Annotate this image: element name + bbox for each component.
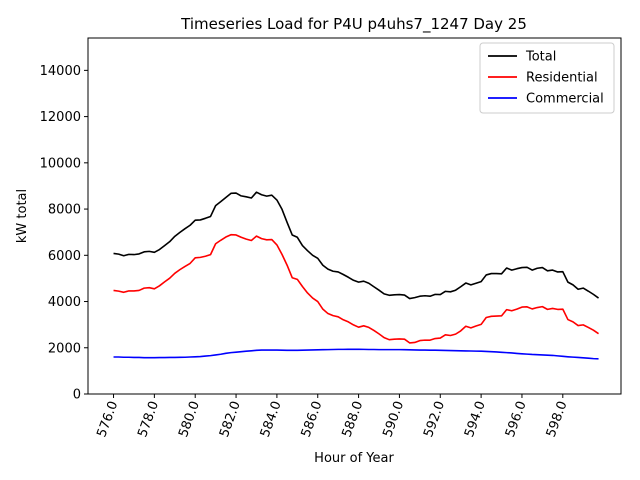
- legend-label-total: Total: [525, 50, 556, 65]
- plot-area: [113, 191, 600, 360]
- y-tick-label: 4000: [48, 295, 81, 310]
- chart-title: Timeseries Load for P4U p4uhs7_1247 Day …: [180, 15, 527, 34]
- y-tick-label: 14000: [40, 64, 81, 79]
- y-tick-label: 6000: [48, 249, 81, 264]
- legend: Total Residential Commercial: [479, 42, 615, 114]
- x-tick-label: 576.0: [94, 399, 121, 439]
- x-tick-label: 586.0: [299, 399, 326, 439]
- plot-frame: [87, 37, 622, 395]
- series-line-residential: [113, 233, 599, 344]
- x-tick-label: 578.0: [135, 399, 162, 439]
- x-tick-label: 580.0: [176, 399, 203, 439]
- y-axis-label: kW total: [15, 189, 30, 243]
- y-tick-label: 12000: [40, 110, 81, 125]
- series-line-total: [113, 191, 600, 300]
- y-tick-label: 2000: [48, 341, 81, 356]
- x-tick-label: 588.0: [340, 399, 367, 439]
- y-tick-label: 0: [73, 388, 81, 403]
- x-tick-label: 594.0: [462, 399, 489, 439]
- x-tick-label: 582.0: [217, 399, 244, 439]
- x-axis: 576.0 578.0 580.0 582.0 584.0 586.0 588.0 590.0…: [94, 394, 571, 439]
- x-tick-label: 590.0: [380, 399, 407, 439]
- y-tick-label: 8000: [48, 203, 81, 218]
- x-tick-label: 596.0: [503, 399, 530, 439]
- legend-label-commercial: Commercial: [526, 92, 604, 107]
- x-axis-label: Hour of Year: [314, 451, 394, 466]
- legend-label-residential: Residential: [526, 71, 598, 86]
- x-tick-label: 584.0: [258, 399, 285, 439]
- legend-box: [479, 42, 615, 114]
- y-axis: 0 2000 4000 6000 8000 10000 12000 14000: [40, 64, 88, 403]
- x-tick-label: 592.0: [421, 399, 448, 439]
- y-tick-label: 10000: [40, 156, 81, 171]
- x-tick-label: 598.0: [544, 399, 571, 439]
- series-line-commercial: [113, 348, 599, 360]
